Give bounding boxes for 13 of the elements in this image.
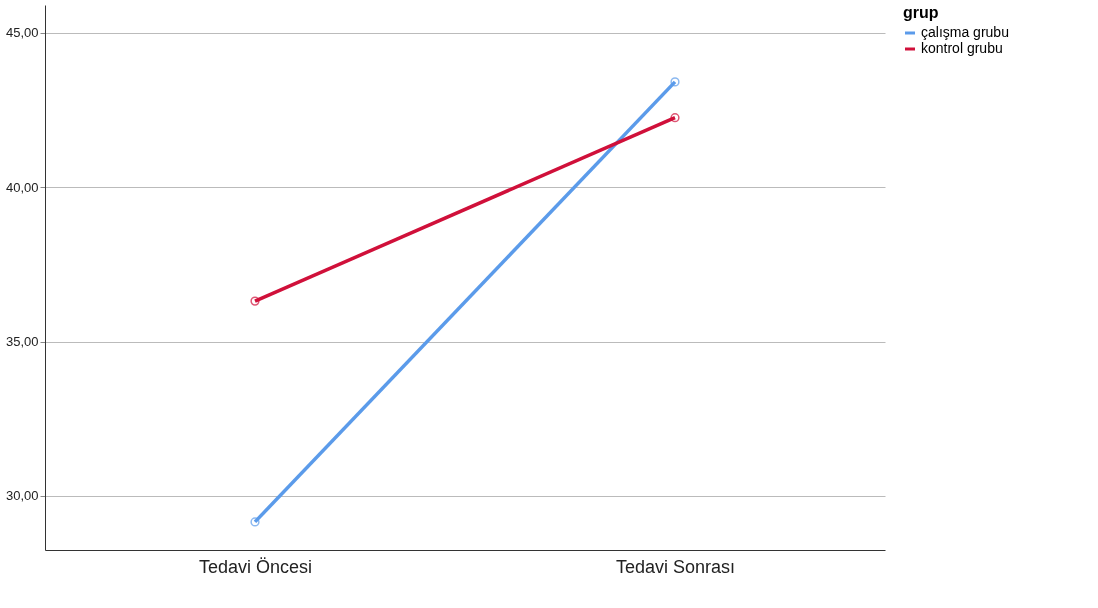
y-tick-label: 40,00	[5, 179, 39, 195]
x-tick-label: Tedavi Sonrası	[615, 556, 736, 577]
point	[250, 296, 260, 306]
point	[250, 517, 260, 527]
legend-title: grup	[903, 4, 939, 21]
legend-label: çalışma grubu	[921, 24, 1009, 40]
y-tick-label: 35,00	[5, 334, 39, 350]
y-tick-label: 30,00	[5, 488, 39, 504]
point	[670, 113, 680, 123]
x-tick-label: Tedavi Öncesi	[198, 556, 313, 577]
y-tick-label: 45,00	[5, 25, 39, 41]
point	[670, 77, 680, 87]
legend-label: kontrol grubu	[921, 40, 1003, 56]
